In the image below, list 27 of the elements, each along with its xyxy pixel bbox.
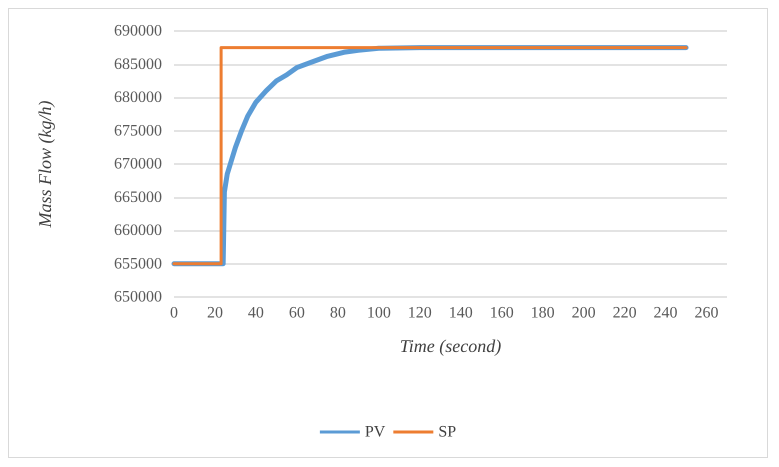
x-tick-label: 200: [572, 304, 596, 322]
x-tick-label: 240: [654, 304, 678, 322]
x-tick-label: 220: [612, 304, 637, 322]
y-tick-label: 670000: [114, 156, 162, 172]
y-tick-label: 665000: [114, 188, 162, 206]
legend-label: SP: [438, 424, 456, 440]
y-tick-label: 655000: [114, 255, 162, 272]
y-tick-label: 660000: [114, 222, 162, 239]
y-tick-label: 675000: [114, 122, 162, 140]
legend-label: PV: [364, 424, 386, 440]
y-tick-label: 690000: [114, 22, 162, 40]
x-tick-label: 80: [330, 304, 346, 322]
x-tick-label: 180: [530, 304, 555, 322]
x-tick-label: 260: [694, 304, 719, 322]
x-tick-label: 100: [366, 304, 391, 322]
x-tick-label: 40: [248, 304, 264, 322]
y-tick-label: 685000: [114, 56, 162, 73]
y-tick-label: 680000: [114, 89, 162, 106]
y-axis-title: Mass Flow (kg/h): [35, 100, 55, 228]
x-tick-label: 0: [170, 304, 178, 322]
x-tick-label: 140: [448, 304, 473, 322]
x-tick-label: 160: [490, 304, 514, 322]
x-axis-title: Time (second): [400, 336, 502, 356]
x-tick-label: 20: [206, 304, 223, 322]
x-tick-label: 120: [408, 304, 432, 322]
y-tick-label: 650000: [114, 288, 162, 306]
x-tick-label: 60: [288, 304, 305, 322]
